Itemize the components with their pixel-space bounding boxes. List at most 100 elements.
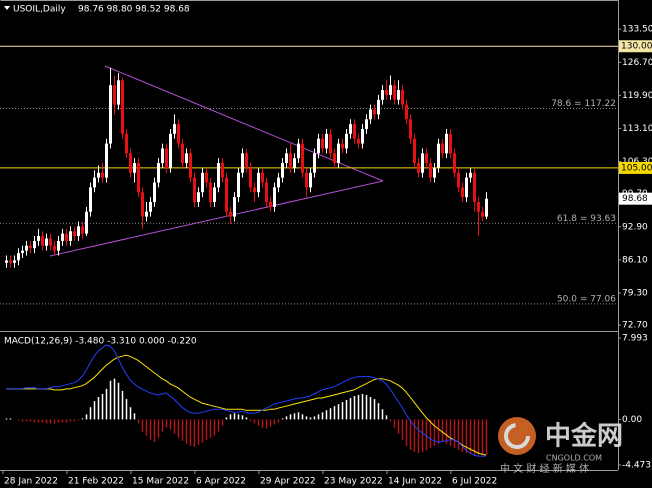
y-tick-label: 133.50: [622, 25, 652, 35]
y-tick-label: 119.90: [622, 91, 652, 101]
candle-body: [241, 153, 244, 173]
candle-body: [121, 80, 124, 134]
candle-body: [457, 172, 460, 188]
candle-body: [129, 153, 132, 173]
logo-circle: [498, 417, 536, 455]
fib-level-label: 78.6 = 117.22: [551, 99, 616, 109]
candle-body: [57, 240, 60, 251]
candle-body: [361, 128, 364, 144]
candle-body: [113, 85, 116, 105]
candle-body: [393, 85, 396, 100]
candle-body: [41, 236, 44, 246]
candle-body: [369, 109, 372, 120]
logo-slogan: 中 文 财 经 新 媒 体: [500, 462, 589, 475]
level-price-label: 130.00: [621, 42, 652, 52]
candle-body: [33, 240, 36, 249]
candle-body: [449, 133, 452, 154]
candle-body: [9, 260, 12, 263]
header: USOIL,Daily 98.76 98.80 98.52 98.68: [4, 5, 190, 15]
candle-body: [293, 158, 296, 168]
candle-body: [445, 133, 448, 154]
candle-body: [145, 211, 148, 217]
candle-body: [317, 138, 320, 154]
candle-body: [469, 172, 472, 178]
candle-body: [333, 153, 336, 164]
candle-body: [253, 187, 256, 193]
candle-body: [49, 238, 52, 246]
candle-body: [257, 172, 260, 193]
x-tick-label: 29 Apr 2022: [260, 477, 316, 487]
x-tick-label: 15 Mar 2022: [132, 477, 189, 487]
candle-body: [165, 148, 168, 168]
candle-body: [453, 153, 456, 173]
candle-body: [477, 201, 480, 212]
candle-body: [245, 153, 248, 168]
candle-body: [481, 211, 484, 217]
candle-body: [105, 143, 108, 178]
candle-body: [21, 250, 24, 254]
candle-body: [205, 172, 208, 183]
candle-body: [281, 163, 284, 178]
candle-body: [217, 163, 220, 188]
candle-body: [81, 226, 84, 234]
ohlc-values: 98.76 98.80 98.52 98.68: [78, 5, 190, 15]
candle-body: [197, 192, 200, 202]
fib-level-label: 50.0 = 77.06: [557, 294, 616, 304]
candle-body: [17, 253, 20, 261]
candle-body: [97, 172, 100, 178]
candle-body: [285, 153, 288, 164]
candle-body: [305, 172, 308, 188]
candle-body: [73, 231, 76, 237]
candle-body: [349, 124, 352, 134]
y-tick-label: 79.30: [622, 289, 648, 299]
y-tick-label: 0.00: [622, 415, 642, 425]
candle-body: [77, 226, 80, 237]
candle-body: [169, 133, 172, 168]
triangle-upper-line: [104, 65, 384, 182]
candle-body: [341, 143, 344, 149]
candle-body: [429, 163, 432, 178]
candle-body: [161, 148, 164, 164]
candle-body: [193, 177, 196, 202]
candle-body: [93, 177, 96, 188]
candle-body: [101, 172, 104, 178]
candle-body: [417, 163, 420, 173]
candle-body: [213, 187, 216, 202]
macd-line: [6, 344, 486, 457]
level-price-box: [619, 40, 652, 53]
candle-body: [465, 177, 468, 198]
candle-body: [313, 153, 316, 173]
x-tick-label: 21 Feb 2022: [68, 477, 124, 487]
candle-body: [405, 104, 408, 120]
candle-body: [441, 143, 444, 154]
candle-body: [125, 133, 128, 154]
y-tick-label: -4.473: [622, 461, 651, 471]
candle-body: [373, 109, 376, 115]
y-tick-label: 7.993: [622, 334, 648, 344]
candle-body: [289, 153, 292, 168]
candle-body: [37, 236, 40, 241]
x-tick-label: 6 Apr 2022: [196, 477, 246, 487]
candle-body: [473, 172, 476, 202]
candle-body: [85, 211, 88, 234]
candle-body: [29, 245, 32, 249]
candle-body: [437, 143, 440, 168]
macd-line: [6, 354, 487, 456]
candle-body: [45, 238, 48, 246]
candle-body: [389, 85, 392, 95]
candle-body: [185, 153, 188, 164]
candle-body: [209, 182, 212, 202]
frame: [0, 0, 619, 471]
candle-body: [89, 187, 92, 212]
candle-body: [309, 172, 312, 188]
candle-body: [381, 90, 384, 100]
candle-body: [153, 182, 156, 202]
candle-body: [61, 233, 64, 241]
candle-body: [277, 177, 280, 188]
candle-body: [109, 85, 112, 144]
logo-domain: CNGOLD.COM: [546, 454, 602, 463]
candle-body: [321, 138, 324, 149]
candle-body: [201, 172, 204, 193]
